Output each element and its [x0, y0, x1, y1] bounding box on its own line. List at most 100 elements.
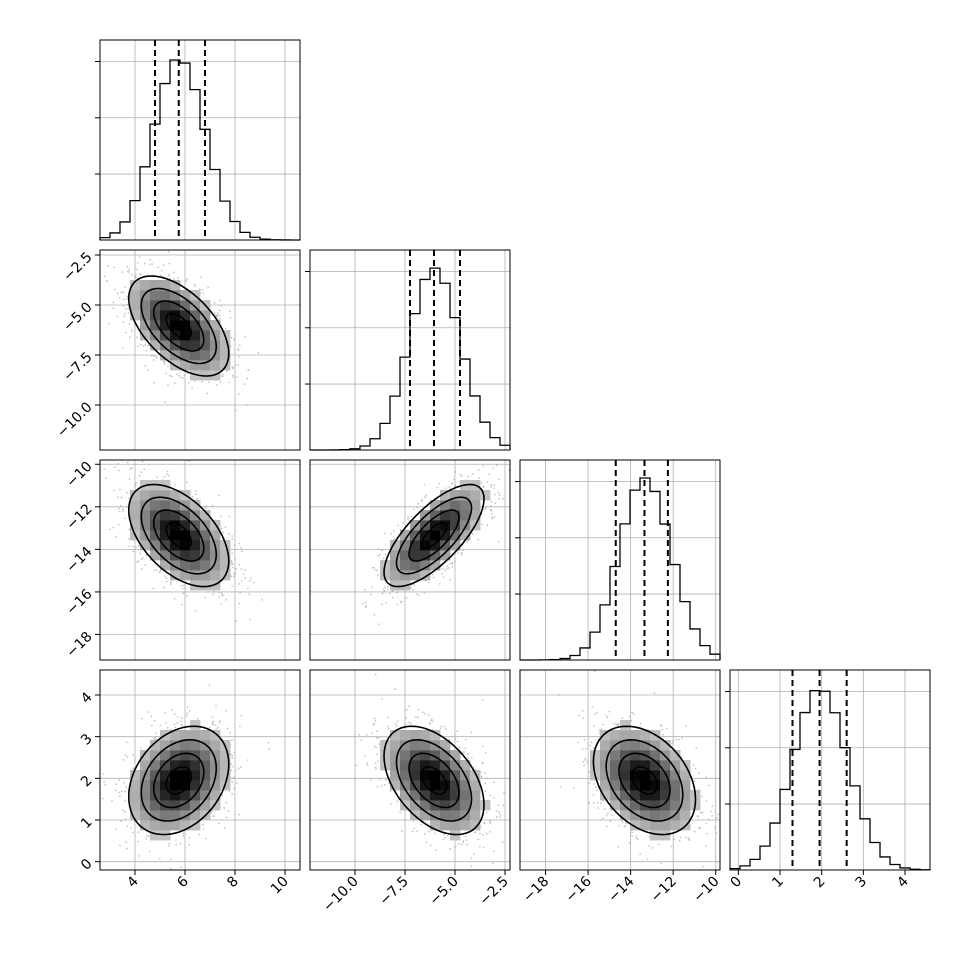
density-cell	[430, 780, 441, 791]
density-cell	[450, 520, 461, 531]
x-tick-label: 3	[853, 874, 871, 892]
density-cell	[680, 800, 691, 811]
density-cell	[180, 770, 191, 781]
density-cell	[170, 520, 181, 531]
density-cell	[140, 810, 151, 821]
density-cell	[160, 290, 171, 301]
density-cell	[150, 500, 161, 511]
x-tick-label: 0	[728, 874, 746, 892]
density-cell	[460, 800, 471, 811]
density-cell	[390, 580, 401, 591]
density-cell	[200, 780, 211, 791]
density-cell	[400, 540, 411, 551]
density-cell	[440, 490, 451, 501]
panel-content	[362, 464, 510, 625]
density-cell	[160, 530, 171, 541]
density-cell	[680, 790, 691, 801]
x-tick-label: −2.5	[476, 874, 511, 909]
density-cell	[170, 530, 181, 541]
density-cell	[150, 530, 161, 541]
histogram-panel-1	[95, 39, 301, 241]
y-tick-label: −10.0	[54, 399, 96, 441]
density-cell	[130, 280, 141, 291]
panel-frame	[309, 249, 511, 451]
density-cell	[650, 740, 661, 751]
density-cell	[170, 760, 181, 771]
histogram-panel-3	[515, 459, 721, 661]
x-tick-label: −5.0	[426, 874, 461, 909]
density-cell	[660, 740, 671, 751]
density-cell	[180, 500, 191, 511]
density-cell	[650, 810, 661, 821]
density-cell	[180, 750, 191, 761]
density-cell	[460, 780, 471, 791]
density-cell	[680, 780, 691, 791]
density-cell	[180, 350, 191, 361]
x-tick-label: −7.5	[376, 874, 411, 909]
density-cell	[150, 760, 161, 771]
density-cell	[400, 570, 411, 581]
density-cell	[190, 730, 201, 741]
density-cell	[170, 730, 181, 741]
density-cell	[160, 520, 171, 531]
density-cell	[400, 560, 411, 571]
density-cell	[140, 510, 151, 521]
density-cell	[200, 530, 211, 541]
density-cell	[600, 770, 611, 781]
density-cell	[640, 820, 651, 831]
density-cell	[140, 520, 151, 531]
density-cell	[170, 290, 181, 301]
density-cell	[400, 740, 411, 751]
contour-line	[127, 483, 230, 588]
y-tick-label: 0	[78, 856, 96, 874]
density-cell	[170, 280, 181, 291]
density-cell	[170, 500, 181, 511]
density-cell	[410, 530, 421, 541]
density-cell	[410, 800, 421, 811]
y-tick-label: −18	[63, 629, 95, 661]
density-cell	[430, 530, 441, 541]
density-cell	[180, 810, 191, 821]
density-cell	[140, 490, 151, 501]
density-cell	[140, 820, 151, 831]
density-cell	[180, 310, 191, 321]
density-cell	[430, 790, 441, 801]
density-cell	[450, 510, 461, 521]
density-cell	[450, 810, 461, 821]
contour-line	[395, 738, 473, 822]
density-cell	[150, 780, 161, 791]
density-cell	[150, 330, 161, 341]
density-cell	[220, 750, 231, 761]
density-cell	[130, 790, 141, 801]
x-tick-label: 2	[811, 874, 829, 892]
density-cell	[670, 760, 681, 771]
density-cell	[650, 800, 661, 811]
density-cell	[650, 780, 661, 791]
density-cell	[180, 300, 191, 311]
density-cell	[660, 790, 671, 801]
density-cell	[650, 830, 661, 841]
density-cell	[600, 790, 611, 801]
density-cell	[170, 510, 181, 521]
density-cell	[620, 780, 631, 791]
density-cell	[160, 480, 171, 491]
density-cell	[670, 770, 681, 781]
density-cell	[630, 790, 641, 801]
density-cell	[390, 570, 401, 581]
density-cell	[130, 800, 141, 811]
density-cell	[390, 730, 401, 741]
density-cell	[180, 790, 191, 801]
density-cell	[130, 500, 141, 511]
density-cell	[140, 300, 151, 311]
density-cell	[440, 740, 451, 751]
density-cell	[220, 560, 231, 571]
density-cell	[410, 760, 421, 771]
density-cell	[650, 770, 661, 781]
density-cell	[200, 550, 211, 561]
y-tick-label: −7.5	[60, 349, 95, 384]
y-tick-label: 3	[78, 731, 96, 749]
density-cell	[130, 810, 141, 821]
density-cell	[160, 810, 171, 821]
density-cell	[220, 770, 231, 781]
density-cell	[460, 500, 471, 511]
